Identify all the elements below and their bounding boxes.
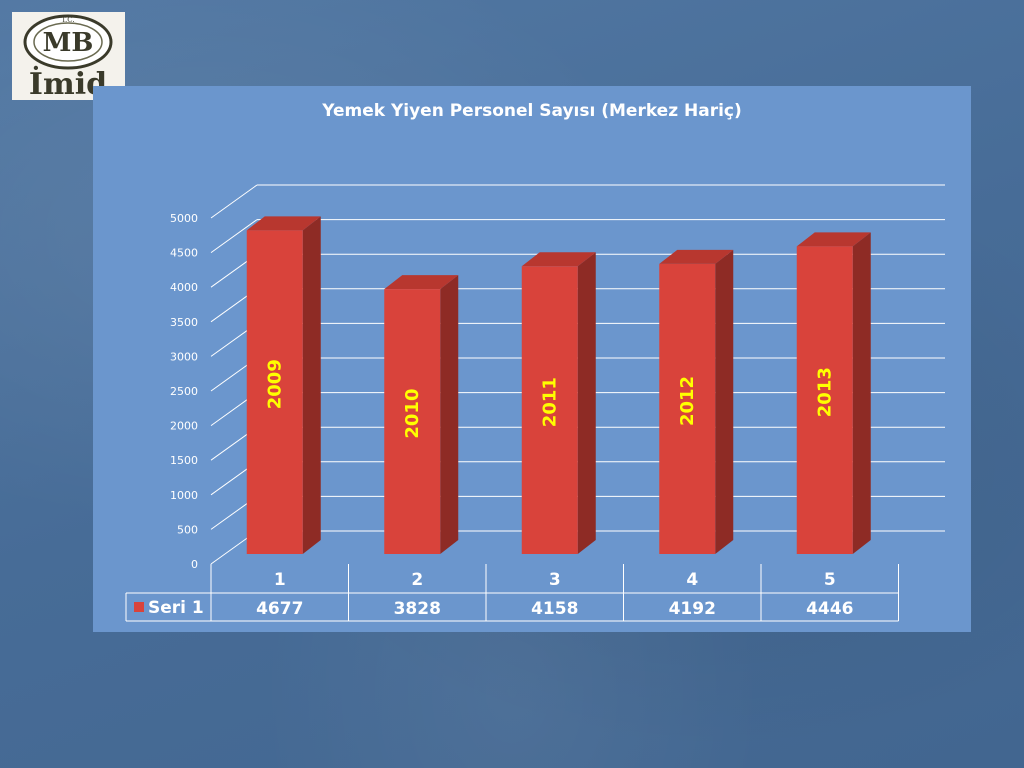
data-table-value: 4446 bbox=[806, 599, 853, 619]
bar: 2010 bbox=[384, 275, 459, 554]
bar-top bbox=[521, 252, 596, 267]
logo-text-main: MB bbox=[43, 28, 94, 58]
logo-text-top: T.C. bbox=[61, 16, 74, 24]
bar-front bbox=[384, 289, 441, 554]
bar-year-label: 2009 bbox=[265, 359, 286, 409]
gridline-diagonal bbox=[210, 219, 258, 254]
category-label: 2 bbox=[411, 570, 423, 590]
chart-title: Yemek Yiyen Personel Sayısı (Merkez Hari… bbox=[321, 101, 742, 121]
category-label: 3 bbox=[549, 570, 561, 590]
bar-top bbox=[384, 275, 459, 290]
bar: 2013 bbox=[796, 232, 871, 555]
bar-year-label: 2013 bbox=[815, 367, 836, 417]
gridline-diagonal bbox=[210, 184, 258, 219]
bar-top bbox=[796, 232, 871, 247]
bar-year-label: 2010 bbox=[402, 388, 423, 438]
y-tick-label: 3000 bbox=[170, 350, 198, 363]
bar-side bbox=[577, 252, 596, 554]
bar: 2011 bbox=[521, 252, 596, 554]
series-legend-key bbox=[134, 602, 144, 612]
chart-panel: Yemek Yiyen Personel Sayısı (Merkez Hari… bbox=[93, 86, 971, 632]
bar-side bbox=[302, 216, 321, 554]
y-axis-ticks: 0 500 1000 1500 2000 2500 3000 3500 4000 4500 5000 bbox=[170, 212, 198, 571]
y-tick-label: 0 bbox=[191, 558, 198, 571]
y-tick-label: 5000 bbox=[170, 212, 198, 225]
data-table-value: 4677 bbox=[256, 599, 303, 619]
logo: T.C. MB İmid bbox=[12, 12, 125, 102]
series-name: Seri 1 bbox=[148, 598, 204, 618]
bar-year-label: 2011 bbox=[540, 377, 561, 427]
bar-side bbox=[852, 232, 871, 555]
data-table-value: 3828 bbox=[394, 599, 441, 619]
bars: 2009 2010 2011 2012 2013 bbox=[246, 216, 871, 555]
category-label: 1 bbox=[274, 570, 286, 590]
data-table: Seri 1 1 4677 2 3828 3 4158 4 4192 5 4446 bbox=[125, 564, 899, 622]
y-tick-label: 1500 bbox=[170, 454, 198, 467]
y-tick-label: 500 bbox=[177, 523, 198, 536]
bar: 2009 bbox=[246, 216, 321, 554]
bar-year-label: 2012 bbox=[677, 376, 698, 426]
bar-front bbox=[659, 263, 716, 554]
y-tick-label: 2500 bbox=[170, 385, 198, 398]
y-tick-label: 4500 bbox=[170, 247, 198, 260]
data-table-value: 4192 bbox=[669, 599, 716, 619]
bar-front bbox=[521, 266, 578, 554]
bar-chart: Yemek Yiyen Personel Sayısı (Merkez Hari… bbox=[125, 101, 945, 622]
bar-front bbox=[246, 230, 303, 554]
bar-top bbox=[659, 249, 734, 264]
y-tick-label: 1000 bbox=[170, 489, 198, 502]
bar: 2012 bbox=[659, 249, 734, 554]
bar-side bbox=[440, 275, 459, 554]
bar-side bbox=[715, 249, 734, 554]
bar-top bbox=[246, 216, 321, 231]
bar-front bbox=[796, 246, 853, 555]
category-label: 4 bbox=[686, 570, 698, 590]
y-tick-label: 2000 bbox=[170, 420, 198, 433]
y-tick-label: 3500 bbox=[170, 316, 198, 329]
category-label: 5 bbox=[824, 570, 836, 590]
y-tick-label: 4000 bbox=[170, 281, 198, 294]
data-table-value: 4158 bbox=[531, 599, 578, 619]
